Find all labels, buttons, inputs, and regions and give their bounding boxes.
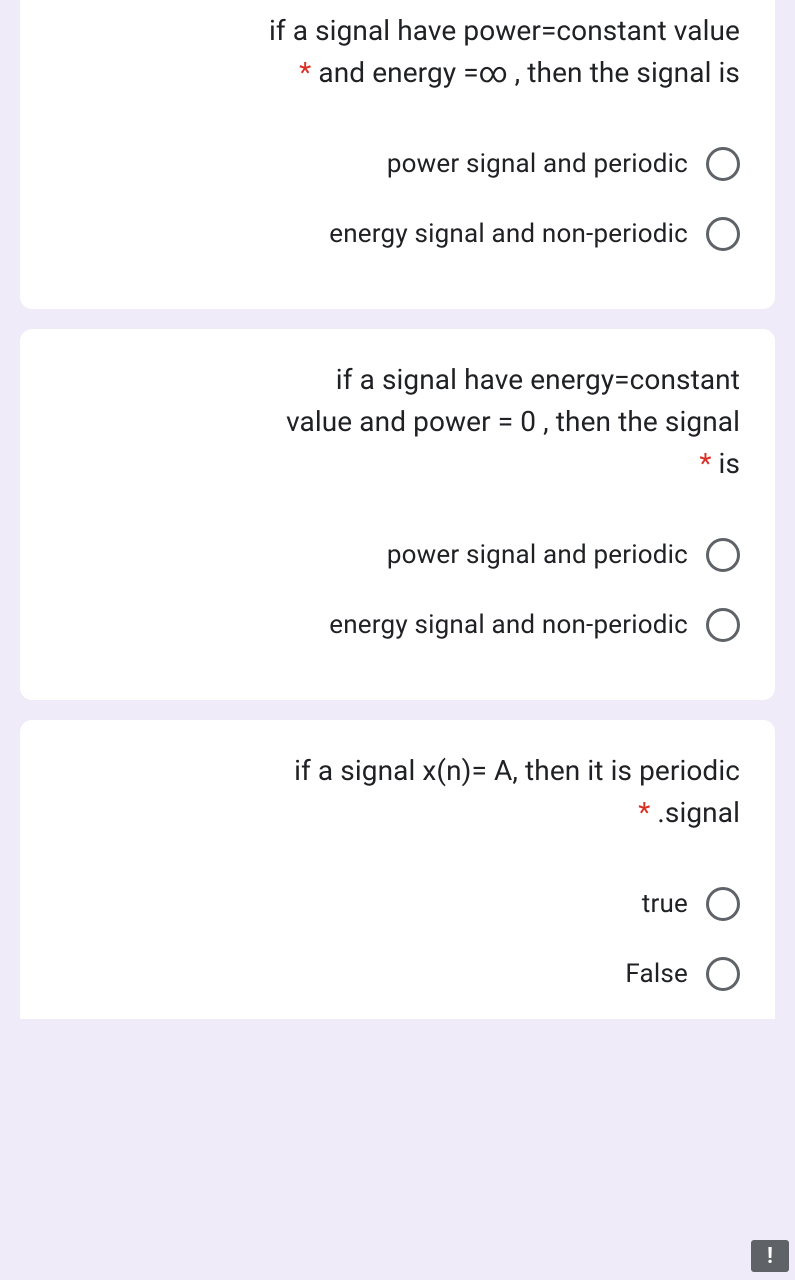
option-row[interactable]: False xyxy=(55,939,740,1009)
q2-line2: value and power = 0 , then the signal xyxy=(286,405,740,438)
option-label: power signal and periodic xyxy=(387,540,688,570)
question-text-2: if a signal have energy=constant value a… xyxy=(55,359,740,485)
option-label: energy signal and non-periodic xyxy=(329,219,688,249)
radio-icon[interactable] xyxy=(706,608,740,642)
question-card-2: if a signal have energy=constant value a… xyxy=(20,329,775,700)
radio-icon[interactable] xyxy=(706,217,740,251)
question-card-1: if a signal have power=constant value * … xyxy=(20,0,775,309)
question-card-3: if a signal x(n)= A, then it is periodic… xyxy=(20,720,775,1019)
alert-icon[interactable]: ! xyxy=(751,1240,789,1272)
radio-icon[interactable] xyxy=(706,538,740,572)
q3-line2: .signal xyxy=(657,796,740,829)
option-label: energy signal and non-periodic xyxy=(329,610,688,640)
q1-line1: if a signal have power=constant value xyxy=(269,14,740,47)
option-row[interactable]: energy signal and non-periodic xyxy=(55,590,740,660)
question-text-3: if a signal x(n)= A, then it is periodic… xyxy=(55,750,740,834)
radio-icon[interactable] xyxy=(706,957,740,991)
q1-line2: and energy =∞ , then the signal is xyxy=(318,56,740,89)
option-row[interactable]: energy signal and non-periodic xyxy=(55,199,740,269)
required-marker: * xyxy=(699,447,718,480)
radio-icon[interactable] xyxy=(706,887,740,921)
alert-badge-text: ! xyxy=(767,1244,773,1269)
q3-line1: if a signal x(n)= A, then it is periodic xyxy=(294,754,740,787)
required-marker: * xyxy=(638,796,657,829)
option-row[interactable]: power signal and periodic xyxy=(55,129,740,199)
form-container: if a signal have power=constant value * … xyxy=(0,0,795,1019)
q2-line3: is xyxy=(719,447,740,480)
option-row[interactable]: true xyxy=(55,869,740,939)
required-marker: * xyxy=(299,56,318,89)
option-label: true xyxy=(642,889,688,919)
option-label: power signal and periodic xyxy=(387,149,688,179)
option-row[interactable]: power signal and periodic xyxy=(55,520,740,590)
question-text-1: if a signal have power=constant value * … xyxy=(55,10,740,94)
option-label: False xyxy=(625,959,688,989)
radio-icon[interactable] xyxy=(706,147,740,181)
q2-line1: if a signal have energy=constant xyxy=(336,363,740,396)
